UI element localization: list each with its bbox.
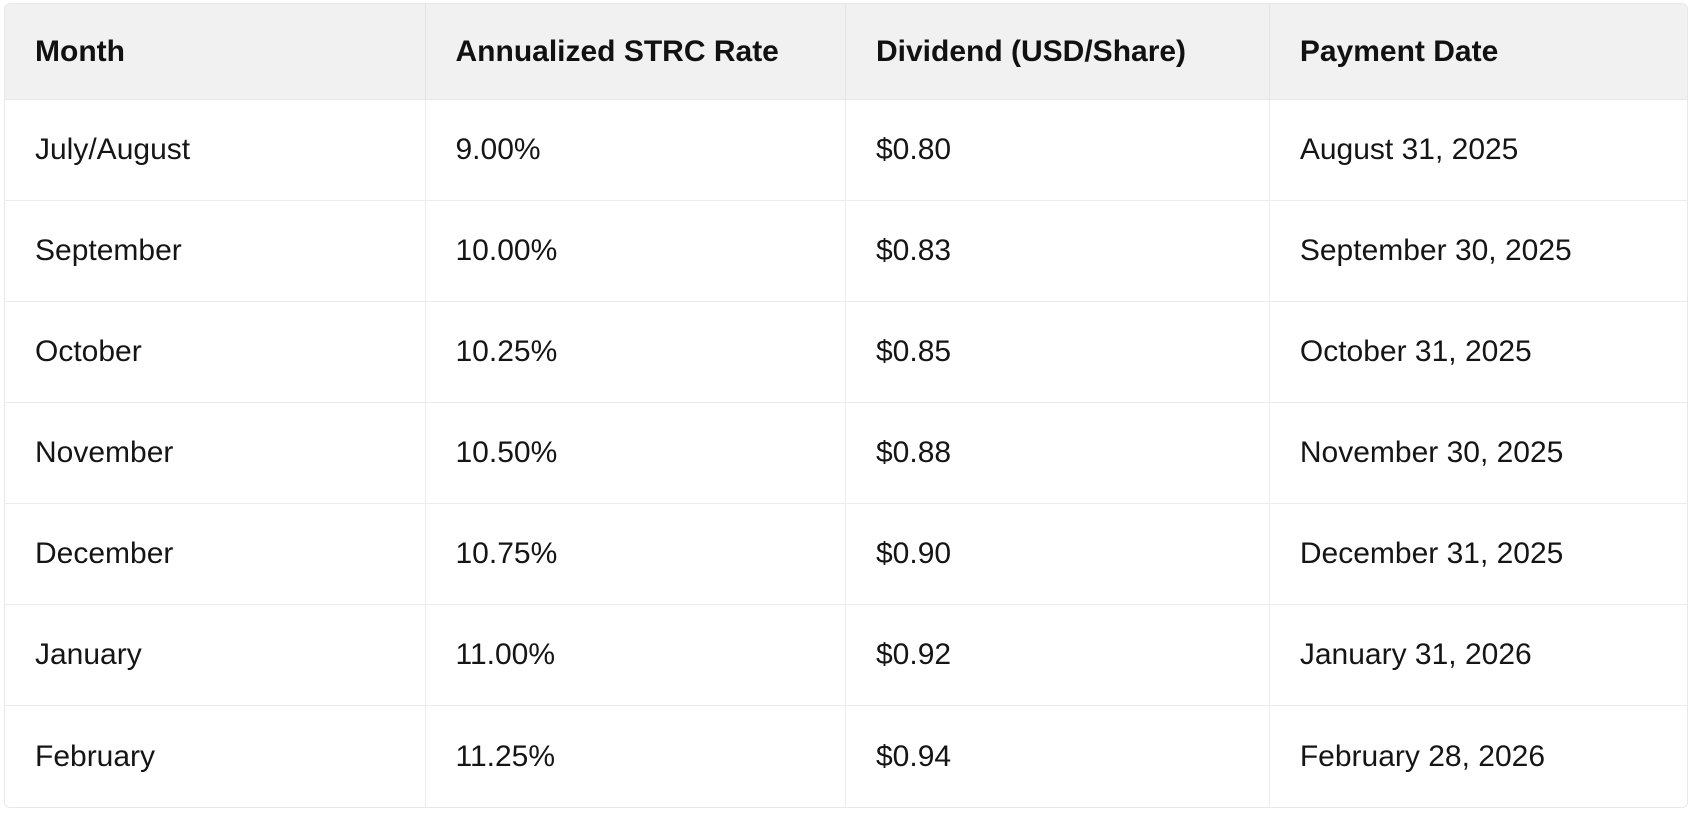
table-row: September 10.00% $0.83 September 30, 202… — [5, 201, 1687, 302]
table-row: February 11.25% $0.94 February 28, 2026 — [5, 706, 1687, 807]
table-body: July/August 9.00% $0.80 August 31, 2025 … — [5, 100, 1687, 807]
cell-dividend: $0.85 — [846, 302, 1270, 403]
column-header-rate: Annualized STRC Rate — [425, 4, 846, 100]
cell-rate: 10.00% — [425, 201, 846, 302]
cell-dividend: $0.88 — [846, 403, 1270, 504]
cell-rate: 11.00% — [425, 605, 846, 706]
table-row: October 10.25% $0.85 October 31, 2025 — [5, 302, 1687, 403]
cell-month: February — [5, 706, 426, 807]
cell-payment-date: November 30, 2025 — [1269, 403, 1687, 504]
table-row: December 10.75% $0.90 December 31, 2025 — [5, 504, 1687, 605]
column-header-payment-date: Payment Date — [1269, 4, 1687, 100]
table-row: July/August 9.00% $0.80 August 31, 2025 — [5, 100, 1687, 201]
cell-month: July/August — [5, 100, 426, 201]
cell-dividend: $0.94 — [846, 706, 1270, 807]
cell-month: October — [5, 302, 426, 403]
table-header: Month Annualized STRC Rate Dividend (USD… — [5, 4, 1687, 100]
cell-rate: 10.50% — [425, 403, 846, 504]
cell-payment-date: December 31, 2025 — [1269, 504, 1687, 605]
column-header-month: Month — [5, 4, 426, 100]
cell-month: September — [5, 201, 426, 302]
cell-month: December — [5, 504, 426, 605]
cell-rate: 9.00% — [425, 100, 846, 201]
header-row: Month Annualized STRC Rate Dividend (USD… — [5, 4, 1687, 100]
cell-payment-date: September 30, 2025 — [1269, 201, 1687, 302]
cell-rate: 10.25% — [425, 302, 846, 403]
cell-month: November — [5, 403, 426, 504]
cell-dividend: $0.80 — [846, 100, 1270, 201]
cell-dividend: $0.83 — [846, 201, 1270, 302]
strc-rate-table: Month Annualized STRC Rate Dividend (USD… — [5, 4, 1687, 807]
cell-payment-date: October 31, 2025 — [1269, 302, 1687, 403]
cell-dividend: $0.92 — [846, 605, 1270, 706]
strc-rate-table-container: Month Annualized STRC Rate Dividend (USD… — [4, 3, 1688, 808]
table-row: January 11.00% $0.92 January 31, 2026 — [5, 605, 1687, 706]
cell-payment-date: August 31, 2025 — [1269, 100, 1687, 201]
cell-payment-date: January 31, 2026 — [1269, 605, 1687, 706]
cell-payment-date: February 28, 2026 — [1269, 706, 1687, 807]
cell-rate: 11.25% — [425, 706, 846, 807]
column-header-dividend: Dividend (USD/Share) — [846, 4, 1270, 100]
table-row: November 10.50% $0.88 November 30, 2025 — [5, 403, 1687, 504]
cell-rate: 10.75% — [425, 504, 846, 605]
cell-month: January — [5, 605, 426, 706]
cell-dividend: $0.90 — [846, 504, 1270, 605]
